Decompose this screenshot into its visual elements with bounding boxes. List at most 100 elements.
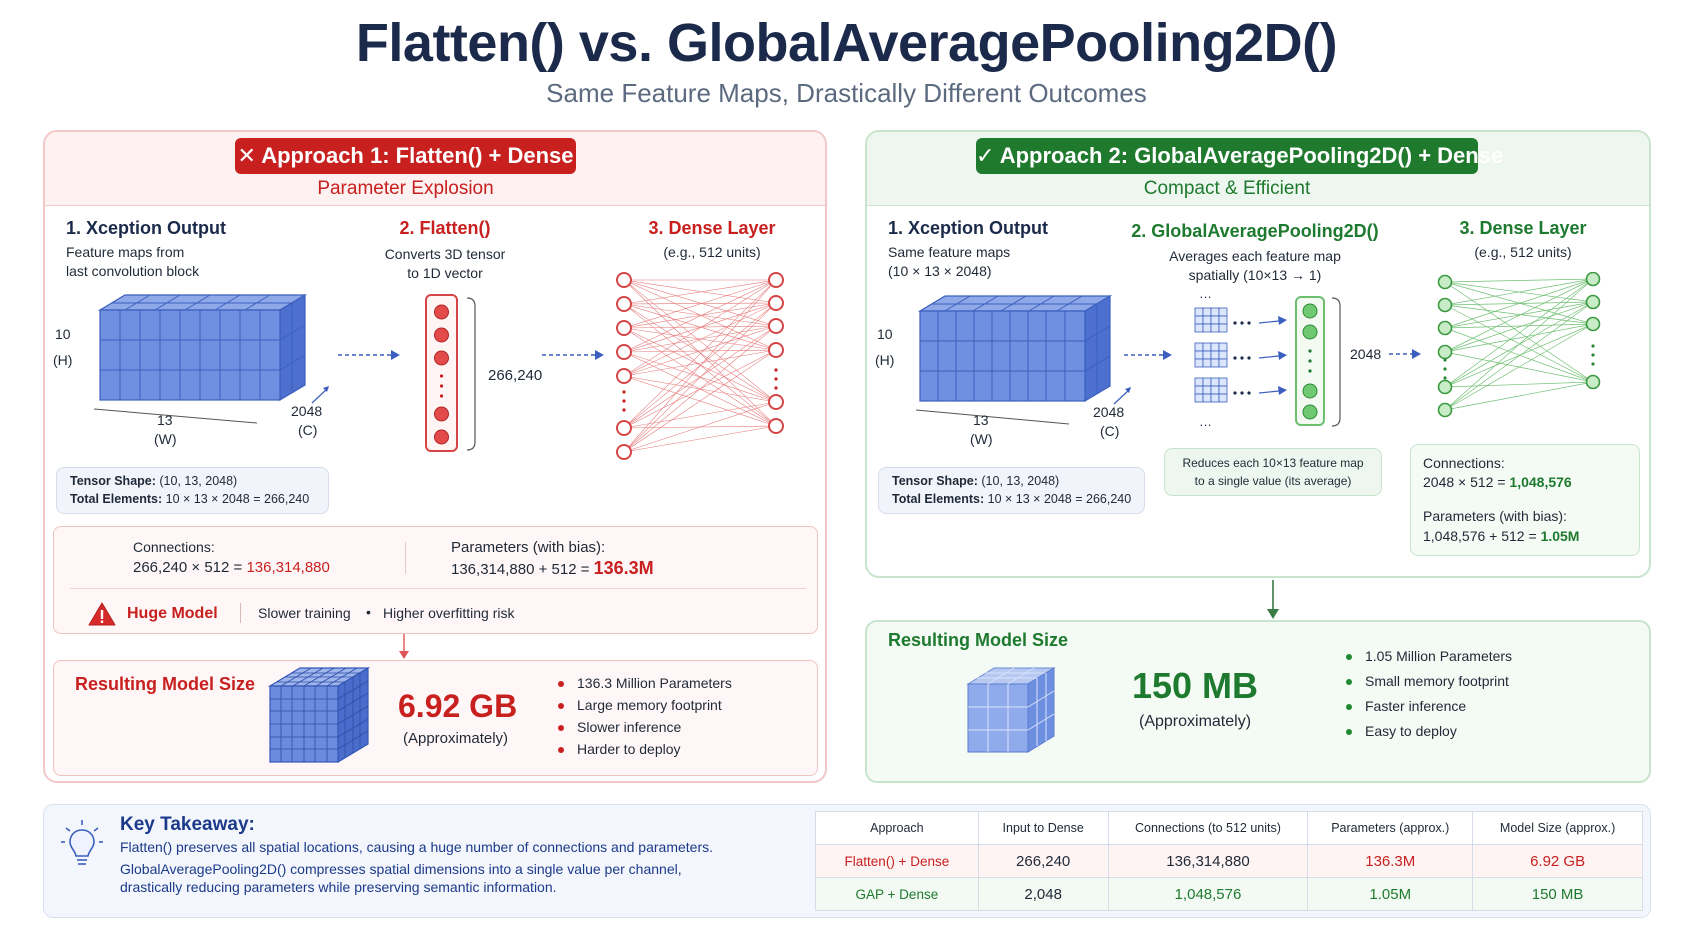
- table-cell: GAP + Dense: [815, 877, 979, 911]
- gap-bracket: [1331, 297, 1341, 427]
- right-total-label: Total Elements:: [892, 492, 985, 506]
- left-step2-desc1: Converts 3D tensor: [384, 246, 506, 262]
- flatten-size: 266,240: [488, 367, 543, 384]
- left-bullet-4: Harder to deploy: [555, 741, 732, 763]
- left-big-cube-icon: [267, 666, 371, 764]
- warning-divider: [240, 603, 241, 623]
- left-params-result: 136.3M: [593, 558, 654, 578]
- table-header: Model Size (approx.): [1472, 811, 1643, 845]
- warning-item2: Higher overfitting risk: [383, 605, 515, 621]
- right-dense-network: [1437, 272, 1601, 418]
- table-header-row: Approach Input to Dense Connections (to …: [815, 811, 1643, 845]
- right-bullet-2: Small memory footprint: [1343, 673, 1512, 698]
- right-result-size: 150 MB: [1131, 665, 1259, 706]
- neuron-node: [768, 295, 784, 311]
- page-title: Flatten() vs. GlobalAveragePooling2D(): [355, 13, 1338, 73]
- neuron-node: [768, 272, 784, 288]
- gap-feature-maps-icon: ……: [1194, 290, 1287, 429]
- left-channel-arrow-icon: [311, 386, 329, 404]
- left-step1-desc1: Feature maps from: [66, 244, 185, 260]
- left-result-title: Resulting Model Size: [75, 674, 256, 694]
- left-down-arrow-icon: [399, 634, 409, 659]
- right-params-formula: 1,048,576 + 512 =: [1423, 528, 1541, 544]
- left-dim-w-label: (W): [154, 431, 177, 447]
- neuron-node: [1437, 344, 1453, 360]
- check-icon: ✓: [976, 143, 995, 168]
- right-shape-value: (10, 13, 2048): [981, 474, 1060, 488]
- flatten-vector: [425, 294, 458, 452]
- table-cell: 2,048: [977, 877, 1109, 911]
- left-stats-box: [53, 526, 818, 634]
- right-channel-arrow-icon: [1113, 387, 1131, 405]
- table-cell: 136,314,880: [1107, 844, 1309, 878]
- warning-label: Huge Model: [127, 605, 218, 622]
- table-header: Connections (to 512 units): [1107, 811, 1309, 845]
- table-cell: 136.3M: [1307, 844, 1474, 878]
- right-width-bracket: [915, 409, 1070, 425]
- left-dim-h: 10: [55, 326, 71, 342]
- flatten-bracket: [466, 297, 476, 451]
- warning-icon: [88, 602, 116, 626]
- table-cell: Flatten() + Dense: [815, 844, 979, 878]
- left-result-bullets: 136.3 Million Parameters Large memory fo…: [555, 675, 732, 763]
- right-arrow2-icon: [1389, 349, 1421, 359]
- table-cell: 1.05M: [1307, 877, 1474, 911]
- left-bullet-1: 136.3 Million Parameters: [555, 675, 732, 697]
- right-bullet-1: 1.05 Million Parameters: [1343, 648, 1512, 673]
- right-step1-desc2: (10 × 13 × 2048): [888, 263, 992, 279]
- x-icon: ✕: [237, 143, 256, 168]
- neuron-node: [616, 344, 632, 360]
- page-subtitle: Same Feature Maps, Drastically Different…: [546, 78, 1147, 108]
- right-connections-label: Connections:: [1423, 455, 1505, 471]
- right-connections-result: 1,048,576: [1509, 474, 1572, 490]
- left-arrow1-icon: [338, 350, 400, 360]
- left-step1-desc2: last convolution block: [66, 263, 200, 279]
- right-dim-w: 13: [973, 412, 989, 428]
- neuron-node: [768, 418, 784, 434]
- right-step3-desc: (e.g., 512 units): [1474, 244, 1572, 260]
- left-result-size: 6.92 GB: [398, 688, 518, 724]
- left-stats-divider: [405, 542, 406, 574]
- neuron-node: [1437, 297, 1453, 313]
- comparison-table: Approach Input to Dense Connections (to …: [815, 811, 1643, 911]
- left-step3-title: 3. Dense Layer: [648, 218, 776, 238]
- left-dense-network: [616, 272, 784, 460]
- left-tensor-shape-box: [56, 467, 329, 514]
- takeaway-line3: drastically reducing parameters while pr…: [120, 879, 557, 895]
- gap-reduce-note1: Reduces each 10×13 feature map: [1182, 456, 1364, 470]
- neuron-node: [1437, 320, 1453, 336]
- right-tensor-shape-box: [878, 467, 1145, 514]
- right-dim-c-label: (C): [1100, 423, 1120, 439]
- left-params-formula: 136,314,880 + 512 =: [451, 561, 594, 578]
- left-step3-desc: (e.g., 512 units): [663, 244, 761, 260]
- left-dim-w: 13: [157, 412, 173, 428]
- approach1-tagline: Parameter Explosion: [317, 178, 494, 199]
- right-step2-desc1: Averages each feature map: [1169, 248, 1341, 264]
- left-width-bracket: [93, 408, 258, 424]
- neuron-node: [616, 368, 632, 384]
- left-step2-title: 2. Flatten(): [399, 218, 491, 238]
- flatten-vector-cells: [434, 304, 449, 445]
- right-params-result: 1.05M: [1540, 528, 1580, 544]
- right-down-arrow-icon: [1267, 580, 1279, 619]
- neuron-node: [616, 444, 632, 460]
- right-params-label: Parameters (with bias):: [1423, 508, 1567, 524]
- table-row: GAP + Dense 2,048 1,048,576 1.05M 150 MB: [815, 877, 1643, 911]
- right-tensor-cube-icon: [917, 294, 1113, 403]
- right-result-bullets: 1.05 Million Parameters Small memory foo…: [1343, 648, 1512, 748]
- right-dim-h: 10: [877, 326, 893, 342]
- left-shape-value: (10, 13, 2048): [159, 474, 238, 488]
- left-stats-hr: [70, 588, 806, 589]
- table-cell: 1,048,576: [1107, 877, 1309, 911]
- right-step3-title: 3. Dense Layer: [1459, 218, 1587, 238]
- table-cell: 266,240: [977, 844, 1109, 878]
- right-bullet-3: Faster inference: [1343, 698, 1512, 723]
- svg-text:…: …: [1199, 290, 1212, 301]
- right-result-approx: (Approximately): [1138, 713, 1252, 730]
- gap-reduce-note-box: [1164, 448, 1382, 496]
- right-shape-label: Tensor Shape:: [892, 474, 978, 488]
- right-arrow1-icon: [1124, 350, 1172, 360]
- left-connections-result: 136,314,880: [246, 559, 330, 576]
- right-connections-formula: 2048 × 512 =: [1423, 474, 1510, 490]
- right-dim-c: 2048: [1093, 404, 1125, 420]
